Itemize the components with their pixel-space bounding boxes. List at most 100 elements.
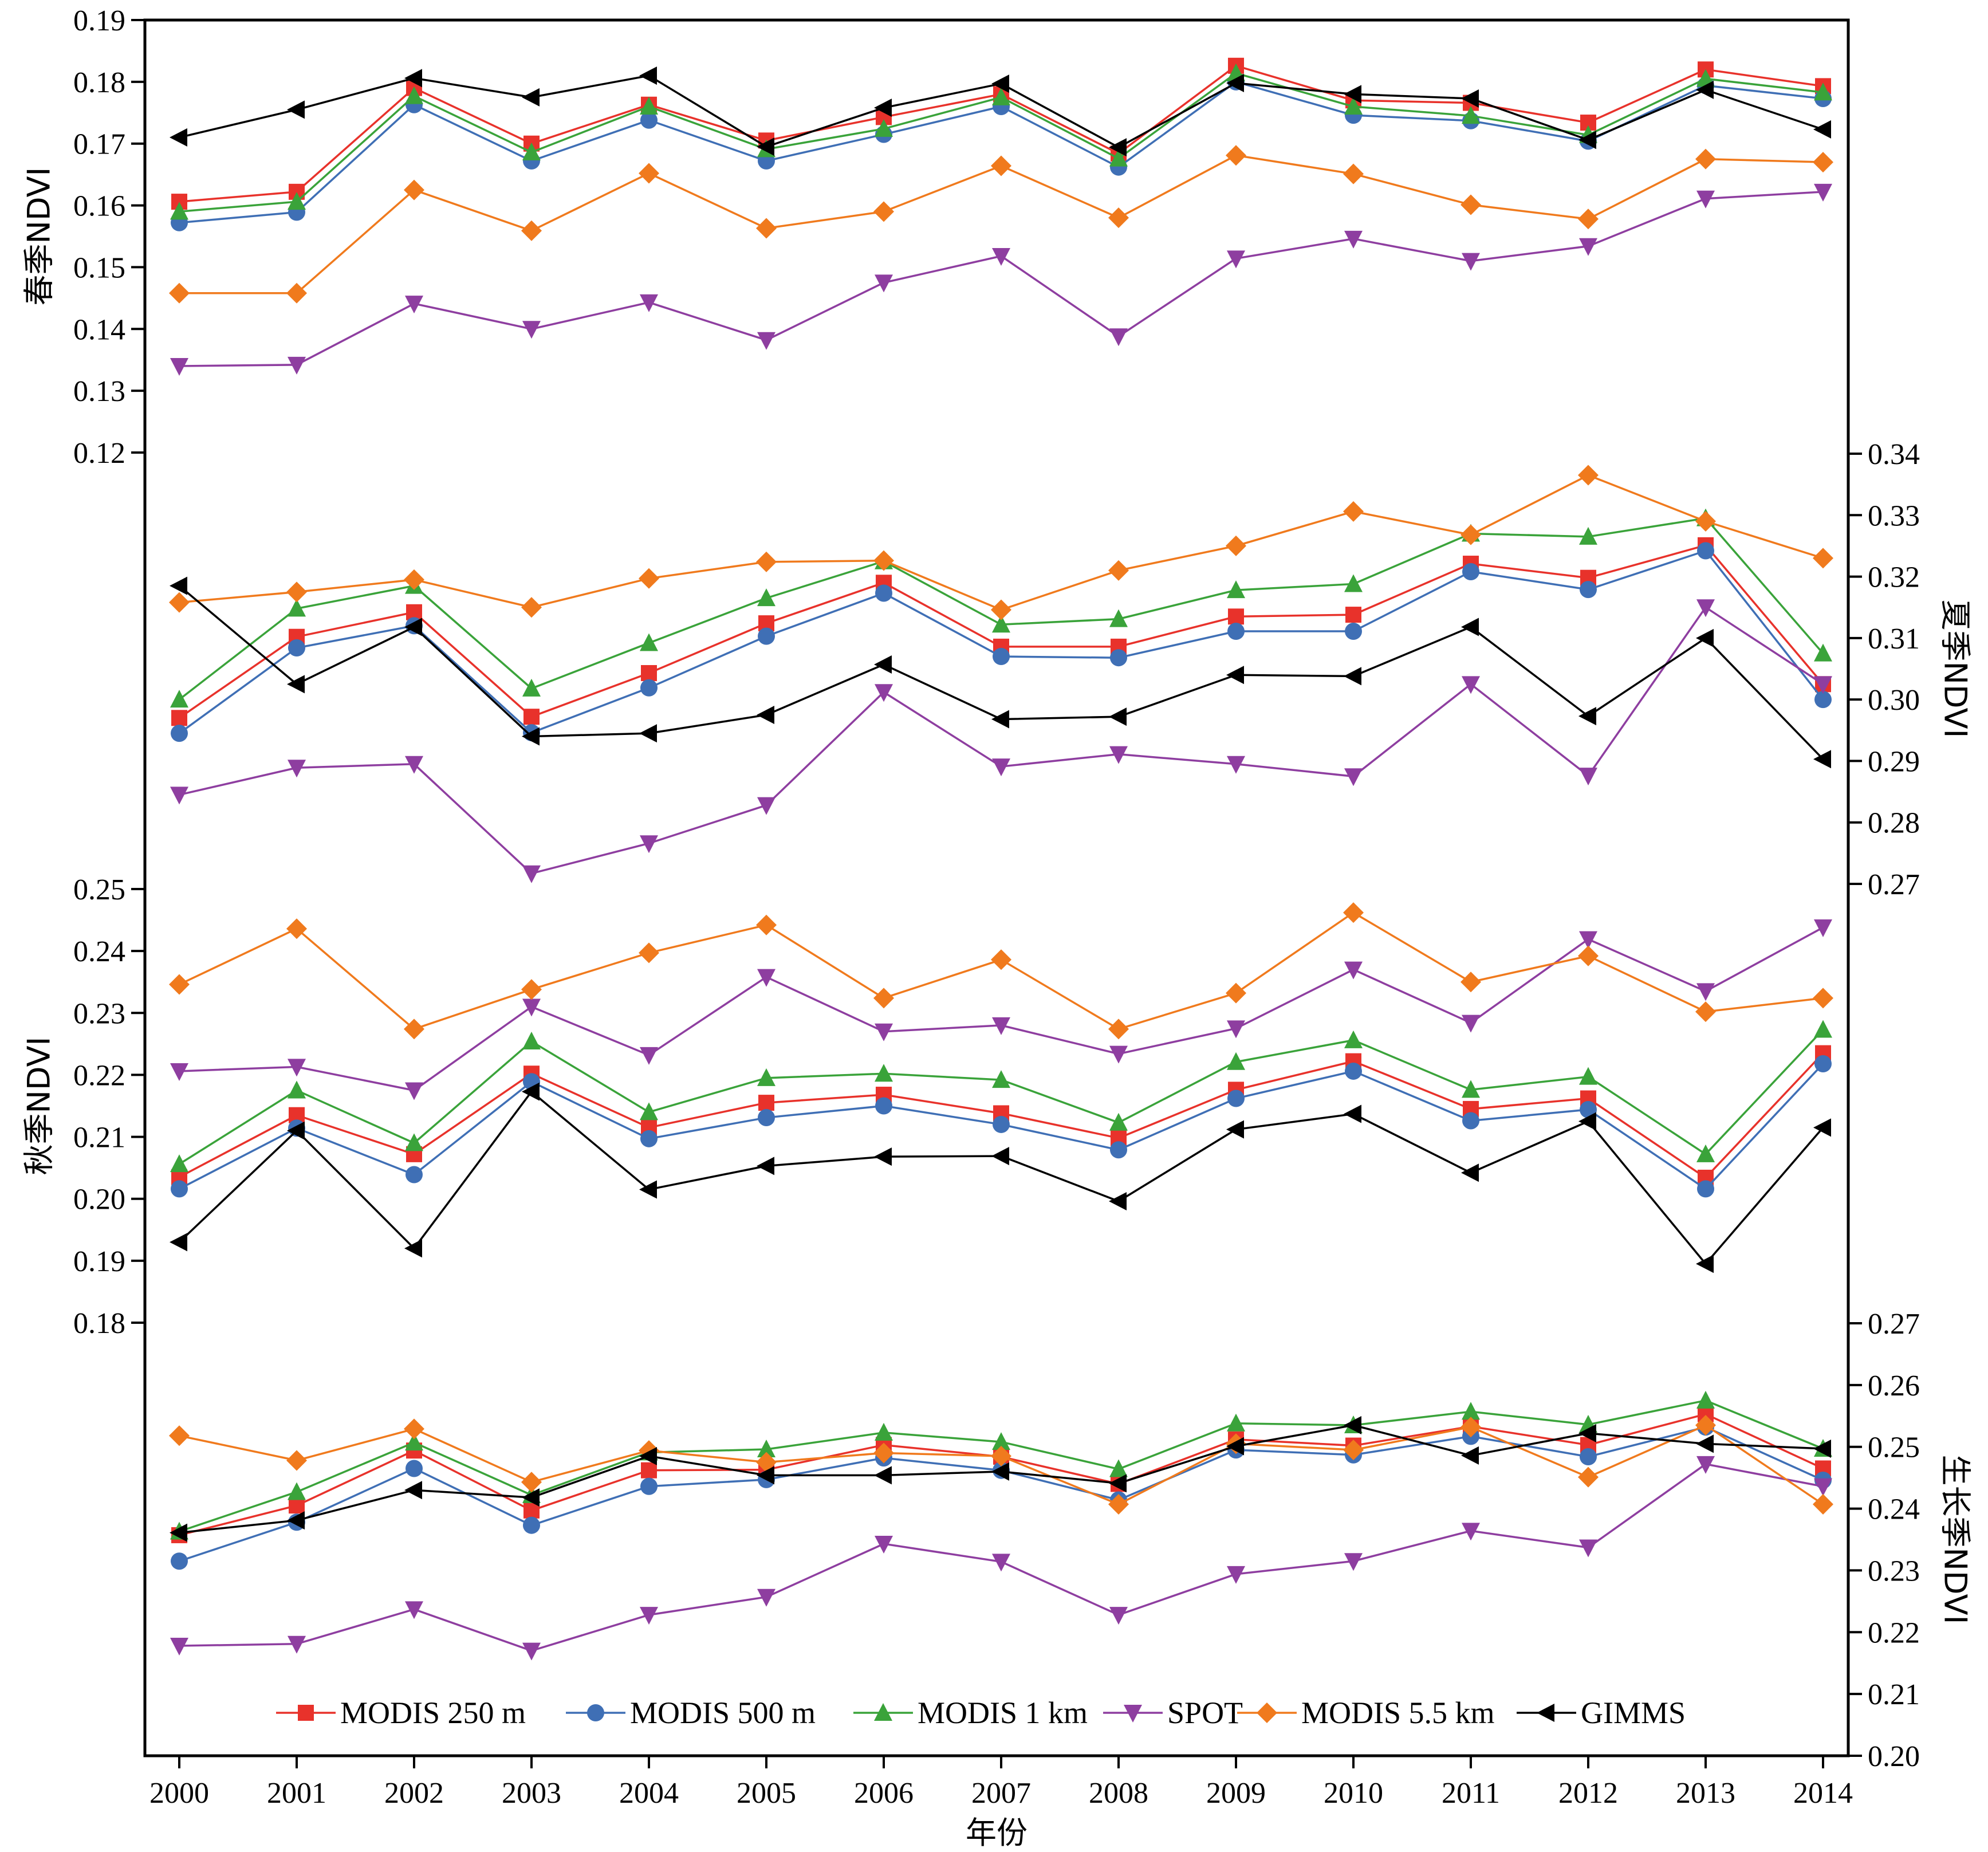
data-point (1344, 1415, 1361, 1434)
data-point (1696, 1434, 1714, 1453)
data-point (288, 1080, 306, 1099)
series-modis-5-5-km (169, 465, 1833, 620)
data-point (1696, 190, 1715, 209)
data-point (1109, 1192, 1127, 1211)
data-point (991, 599, 1011, 620)
data-point (170, 787, 188, 805)
data-point (1345, 1062, 1362, 1080)
data-point (1227, 756, 1245, 774)
data-point (757, 588, 775, 607)
data-point (1108, 1494, 1129, 1515)
data-point (1578, 131, 1596, 150)
y-axis-title: 秋季NDVI (21, 1037, 57, 1175)
data-point (640, 1047, 658, 1065)
data-point (1461, 1446, 1479, 1465)
data-point (170, 128, 187, 147)
data-point (1697, 1180, 1714, 1198)
data-point (757, 969, 775, 987)
data-point (1344, 1030, 1363, 1048)
series-line (179, 474, 1824, 611)
legend-marker (587, 1704, 604, 1721)
data-point (1344, 85, 1361, 104)
data-point (405, 296, 423, 314)
data-point (1696, 1255, 1714, 1273)
y-tick-label: 0.14 (73, 313, 125, 346)
data-point (1343, 1440, 1364, 1461)
data-point (1579, 526, 1597, 545)
data-point (1580, 581, 1597, 599)
y-axis-title: 生长季NDVI (1937, 1455, 1973, 1625)
x-tick-label: 2007 (971, 1777, 1031, 1810)
data-point (1813, 120, 1831, 139)
y-tick-label: 0.20 (1868, 1740, 1920, 1773)
data-point (1814, 82, 1832, 101)
data-point (1813, 152, 1833, 173)
x-axis: 2000 2001 2002 2003 2004 2005 2006 2007 2008 2009… (149, 1756, 1853, 1810)
data-point (640, 633, 658, 651)
legend-label: MODIS 1 km (918, 1696, 1088, 1730)
data-point (522, 678, 541, 697)
data-point (1814, 919, 1832, 938)
data-point (1108, 1019, 1129, 1040)
data-point (757, 1588, 775, 1607)
y-tick-label: 0.19 (73, 1245, 125, 1278)
data-point (522, 88, 540, 107)
x-tick-label: 2003 (502, 1777, 561, 1810)
x-tick-label: 2012 (1558, 1777, 1618, 1810)
y-tick-label: 0.25 (73, 874, 125, 906)
y-tick-label: 0.33 (1868, 500, 1920, 532)
data-point (1696, 1456, 1715, 1474)
data-point (1109, 609, 1128, 627)
panel-2: 0.27 0.28 0.29 0.30 0.31 0.32 0.33 0.34 夏季NDVI (169, 438, 1973, 901)
x-tick-label: 2006 (854, 1777, 914, 1810)
data-point (1695, 1414, 1716, 1436)
legend-item: GIMMS (1517, 1696, 1686, 1730)
y-tick-label: 0.27 (1868, 1308, 1920, 1340)
data-point (991, 74, 1009, 93)
data-point (404, 69, 422, 88)
data-point (639, 66, 657, 85)
panel-3: 0.18 0.19 0.20 0.21 0.22 0.23 0.24 0.25 秋季NDVI (21, 874, 1833, 1340)
data-point (1109, 1112, 1128, 1131)
data-point (286, 918, 307, 939)
data-point (288, 1059, 306, 1077)
data-point (288, 599, 306, 617)
data-point (1227, 1090, 1245, 1107)
data-point (1462, 1080, 1480, 1098)
data-point (992, 1070, 1010, 1088)
data-point (1580, 1100, 1597, 1118)
y-tick-label: 0.20 (73, 1183, 125, 1216)
data-point (1228, 608, 1244, 625)
data-point (1696, 1144, 1715, 1162)
data-point (991, 949, 1011, 970)
data-point (1227, 1052, 1245, 1070)
data-point (170, 1154, 188, 1173)
data-point (756, 551, 777, 572)
data-point (1461, 972, 1481, 993)
y-tick-label: 0.30 (1868, 684, 1920, 717)
y-axis-title: 夏季NDVI (1937, 600, 1973, 738)
data-point (1461, 524, 1481, 545)
y-tick-label: 0.22 (73, 1059, 125, 1092)
data-point (991, 1462, 1009, 1481)
data-point (1343, 163, 1364, 184)
data-point (1695, 511, 1716, 532)
data-point (1814, 691, 1832, 709)
y-tick-label: 0.12 (73, 437, 125, 470)
data-point (170, 576, 187, 595)
data-point (170, 358, 188, 376)
data-point (1814, 1055, 1832, 1072)
data-point (521, 220, 542, 241)
data-point (1578, 209, 1599, 230)
data-point (404, 1481, 422, 1500)
data-point (757, 1068, 775, 1086)
x-tick-label: 2014 (1793, 1777, 1853, 1810)
legend-item: MODIS 500 m (566, 1696, 816, 1730)
data-point (1344, 230, 1363, 249)
data-point (1814, 676, 1832, 694)
data-point (640, 97, 658, 115)
data-point (1226, 1437, 1244, 1456)
data-point (992, 248, 1010, 266)
y-tick-label: 0.19 (73, 5, 125, 37)
data-point (640, 294, 658, 312)
